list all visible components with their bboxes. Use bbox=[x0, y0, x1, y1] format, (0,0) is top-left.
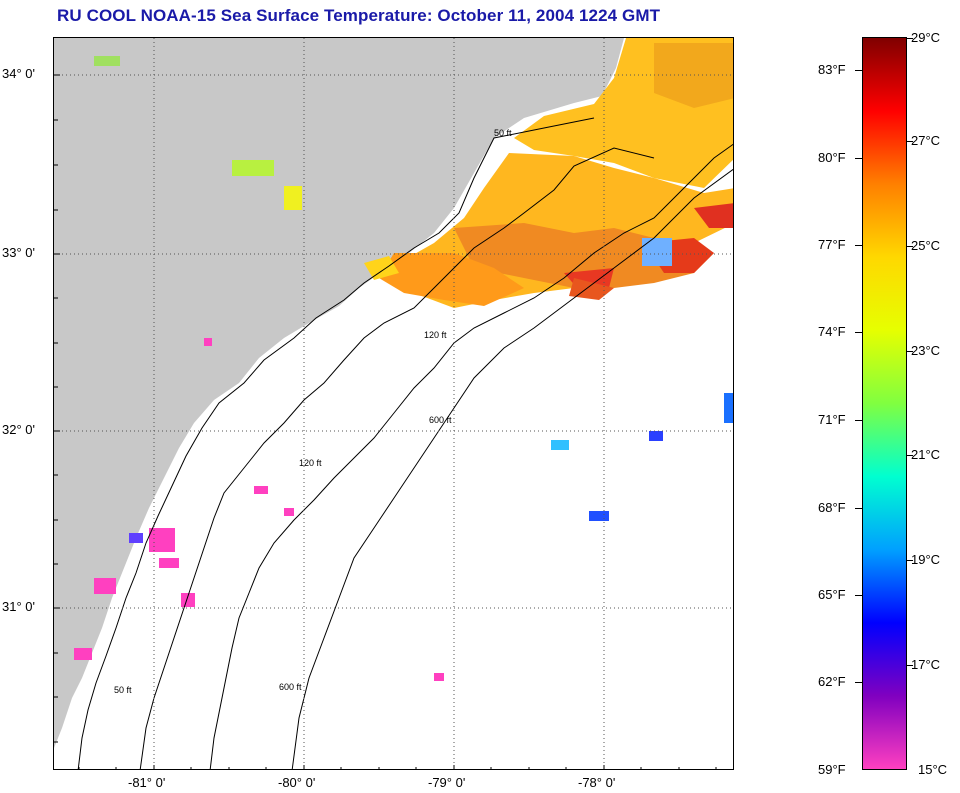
contour-label-50ft: 50 ft bbox=[494, 128, 512, 138]
temperature-colorbar bbox=[862, 37, 907, 770]
sst-scattered-patches bbox=[74, 56, 733, 681]
lat-label-34: 34° 0' bbox=[2, 66, 35, 81]
sst-map: 50 ft 120 ft 600 ft 50 ft 120 ft 600 ft bbox=[53, 37, 734, 770]
colorbar-c-15: 15°C bbox=[918, 762, 948, 777]
colorbar-tick-f bbox=[855, 595, 862, 596]
contour-label-600ft: 600 ft bbox=[429, 415, 452, 425]
colorbar-tick-f bbox=[855, 420, 862, 421]
colorbar-tick-f bbox=[855, 332, 862, 333]
contour-label-120ft: 120 ft bbox=[424, 330, 447, 340]
lat-label-33: 33° 0' bbox=[2, 245, 35, 260]
colorbar-tick-c bbox=[907, 38, 913, 39]
land-area bbox=[54, 38, 624, 748]
colorbar-f-83: 83°F bbox=[818, 62, 846, 77]
map-canvas: 50 ft 120 ft 600 ft 50 ft 120 ft 600 ft bbox=[54, 38, 733, 769]
colorbar-f-74: 74°F bbox=[818, 324, 846, 339]
colorbar-tick-f bbox=[855, 508, 862, 509]
lon-label-78: -78° 0' bbox=[578, 775, 616, 790]
lon-ticks bbox=[78, 765, 717, 769]
colorbar-tick-f bbox=[855, 245, 862, 246]
colorbar-c-17: 17°C bbox=[911, 657, 941, 672]
colorbar-tick-c bbox=[907, 665, 913, 666]
colorbar-c-27: 27°C bbox=[911, 133, 941, 148]
lat-label-32: 32° 0' bbox=[2, 422, 35, 437]
colorbar-c-25: 25°C bbox=[911, 238, 941, 253]
colorbar-c-19: 19°C bbox=[911, 552, 941, 567]
lat-label-31: 31° 0' bbox=[2, 599, 35, 614]
colorbar-tick-c bbox=[907, 141, 913, 142]
lon-label-81: -81° 0' bbox=[128, 775, 166, 790]
colorbar-tick-c bbox=[907, 560, 913, 561]
colorbar-f-80: 80°F bbox=[818, 150, 846, 165]
lat-lon-grid bbox=[54, 38, 733, 769]
lat-ticks bbox=[54, 74, 60, 743]
colorbar-tick-f bbox=[855, 682, 862, 683]
colorbar-f-59: 59°F bbox=[818, 762, 846, 777]
depth-contours bbox=[77, 117, 733, 769]
colorbar-tick-c bbox=[907, 351, 913, 352]
contour-label-50ft-south: 50 ft bbox=[114, 685, 132, 695]
contour-label-600ft-south: 600 ft bbox=[279, 682, 302, 692]
colorbar-f-71: 71°F bbox=[818, 412, 846, 427]
colorbar-tick-c bbox=[907, 246, 913, 247]
colorbar-tick-f bbox=[855, 158, 862, 159]
colorbar-c-29: 29°C bbox=[911, 30, 941, 45]
colorbar-c-21: 21°C bbox=[911, 447, 941, 462]
colorbar-f-77: 77°F bbox=[818, 237, 846, 252]
contour-label-120ft-south: 120 ft bbox=[299, 458, 322, 468]
colorbar-f-62: 62°F bbox=[818, 674, 846, 689]
colorbar-tick-f bbox=[855, 70, 862, 71]
colorbar-tick-c bbox=[907, 455, 913, 456]
colorbar-c-23: 23°C bbox=[911, 343, 941, 358]
map-title: RU COOL NOAA-15 Sea Surface Temperature:… bbox=[57, 6, 661, 25]
contour-label-group: 50 ft 120 ft 600 ft 50 ft 120 ft 600 ft bbox=[114, 128, 512, 695]
colorbar-f-65: 65°F bbox=[818, 587, 846, 602]
lon-label-80: -80° 0' bbox=[278, 775, 316, 790]
lon-label-79: -79° 0' bbox=[428, 775, 466, 790]
colorbar-f-68: 68°F bbox=[818, 500, 846, 515]
